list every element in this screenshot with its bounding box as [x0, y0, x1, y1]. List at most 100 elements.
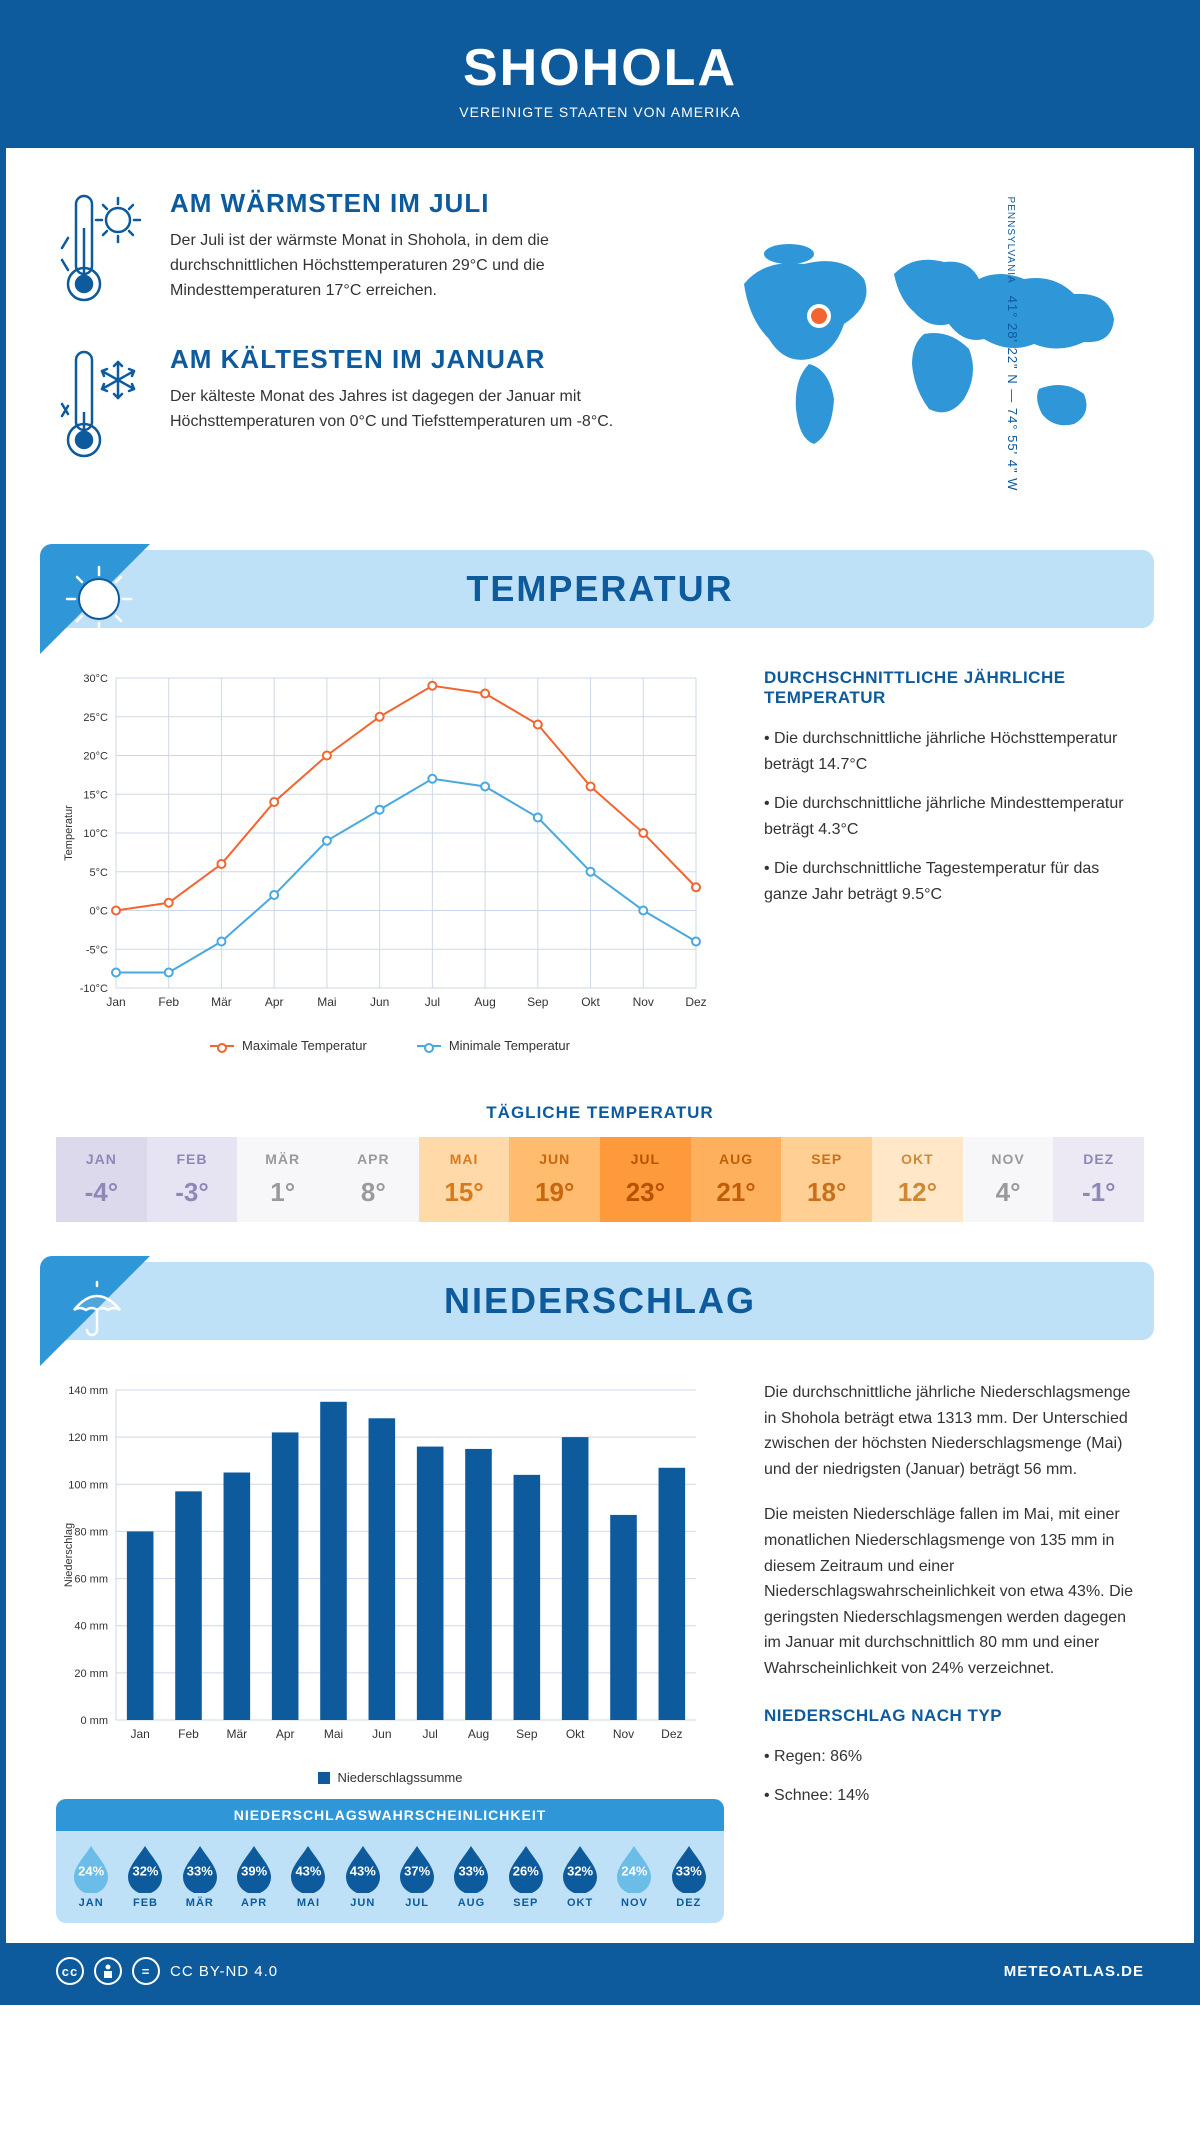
svg-text:Okt: Okt	[566, 1727, 585, 1741]
svg-text:60 mm: 60 mm	[74, 1574, 108, 1586]
prob-cell: 33%MÄR	[173, 1843, 227, 1909]
svg-text:Dez: Dez	[685, 995, 706, 1009]
svg-text:Jan: Jan	[106, 995, 125, 1009]
prob-title: NIEDERSCHLAGSWAHRSCHEINLICHKEIT	[56, 1799, 724, 1831]
svg-text:Temperatur: Temperatur	[63, 805, 75, 861]
prob-cell: 32%OKT	[553, 1843, 607, 1909]
svg-text:120 mm: 120 mm	[68, 1432, 108, 1444]
svg-text:-10°C: -10°C	[80, 983, 108, 995]
header: SHOHOLA VEREINIGTE STAATEN VON AMERIKA	[6, 6, 1194, 148]
license: cc = CC BY-ND 4.0	[56, 1957, 278, 1985]
sun-icon	[64, 564, 134, 634]
svg-text:Jul: Jul	[422, 1727, 437, 1741]
svg-text:Jun: Jun	[372, 1727, 391, 1741]
svg-text:Aug: Aug	[468, 1727, 489, 1741]
page-title: SHOHOLA	[6, 38, 1194, 98]
daily-temp-strip: JAN-4°FEB-3°MÄR1°APR8°MAI15°JUN19°JUL23°…	[56, 1137, 1144, 1222]
svg-text:Okt: Okt	[581, 995, 600, 1009]
fact-cold-text: Der kälteste Monat des Jahres ist dagege…	[170, 385, 664, 435]
svg-text:Niederschlag: Niederschlag	[63, 1523, 75, 1587]
precip-type-bullet: • Regen: 86%	[764, 1744, 1144, 1770]
svg-text:20 mm: 20 mm	[74, 1668, 108, 1680]
nd-icon: =	[132, 1957, 160, 1985]
temperature-chart: -10°C -5°C 0°C 5°C 10°C 15°C 20°C 25°C 30°C Jan Fe…	[56, 668, 724, 1053]
daily-temp-cell: MÄR1°	[237, 1137, 328, 1222]
section-precipitation: NIEDERSCHLAG	[46, 1262, 1154, 1340]
precip-text-1: Die durchschnittliche jährliche Niedersc…	[764, 1380, 1144, 1482]
temperature-legend: Maximale Temperatur Minimale Temperatur	[56, 1038, 724, 1053]
daily-temp-cell: MAI15°	[419, 1137, 510, 1222]
temp-bullet: • Die durchschnittliche jährliche Höchst…	[764, 726, 1144, 777]
fact-cold-title: AM KÄLTESTEN IM JANUAR	[170, 344, 664, 375]
temp-bullet: • Die durchschnittliche Tagestemperatur …	[764, 856, 1144, 907]
svg-text:10°C: 10°C	[83, 828, 108, 840]
daily-temp-title: TÄGLICHE TEMPERATUR	[6, 1103, 1194, 1123]
svg-text:-5°C: -5°C	[86, 944, 108, 956]
prob-cell: 33%AUG	[444, 1843, 498, 1909]
svg-text:Mär: Mär	[211, 995, 232, 1009]
svg-text:Nov: Nov	[613, 1727, 634, 1741]
fact-warm-text: Der Juli ist der wärmste Monat in Shohol…	[170, 229, 664, 303]
daily-temp-cell: FEB-3°	[147, 1137, 238, 1222]
daily-temp-cell: AUG21°	[691, 1137, 782, 1222]
svg-text:Feb: Feb	[158, 995, 179, 1009]
umbrella-icon	[64, 1276, 130, 1342]
fact-warm-title: AM WÄRMSTEN IM JULI	[170, 188, 664, 219]
prob-cell: 26%SEP	[499, 1843, 553, 1909]
prob-cell: 24%JAN	[64, 1843, 118, 1909]
svg-text:Jun: Jun	[370, 995, 389, 1009]
daily-temp-cell: JUL23°	[600, 1137, 691, 1222]
prob-cell: 39%APR	[227, 1843, 281, 1909]
prob-cell: 24%NOV	[607, 1843, 661, 1909]
svg-text:Aug: Aug	[474, 995, 495, 1009]
svg-text:80 mm: 80 mm	[74, 1526, 108, 1538]
daily-temp-cell: JUN19°	[509, 1137, 600, 1222]
legend-item: Maximale Temperatur	[210, 1038, 367, 1053]
svg-text:140 mm: 140 mm	[68, 1385, 108, 1397]
daily-temp-cell: DEZ-1°	[1053, 1137, 1144, 1222]
daily-temp-cell: JAN-4°	[56, 1137, 147, 1222]
temp-bullet: • Die durchschnittliche jährliche Mindes…	[764, 791, 1144, 842]
svg-text:Sep: Sep	[516, 1727, 538, 1741]
precip-type-bullet: • Schnee: 14%	[764, 1783, 1144, 1809]
by-icon	[94, 1957, 122, 1985]
footer: cc = CC BY-ND 4.0 METEOATLAS.DE	[6, 1943, 1194, 1999]
thermometer-sun-icon	[56, 188, 146, 308]
svg-text:0°C: 0°C	[90, 906, 109, 918]
world-map: PENNSYLVANIA41° 28' 22" N — 74° 55' 4" W	[704, 188, 1144, 500]
svg-text:Jul: Jul	[425, 995, 440, 1009]
prob-cell: 33%DEZ	[662, 1843, 716, 1909]
precip-type-title: NIEDERSCHLAG NACH TYP	[764, 1706, 1144, 1726]
svg-text:40 mm: 40 mm	[74, 1621, 108, 1633]
svg-text:Apr: Apr	[265, 995, 284, 1009]
svg-text:Apr: Apr	[276, 1727, 295, 1741]
prob-cell: 37%JUL	[390, 1843, 444, 1909]
temp-side-title: DURCHSCHNITTLICHE JÄHRLICHE TEMPERATUR	[764, 668, 1144, 708]
svg-text:Mai: Mai	[317, 995, 336, 1009]
site-name: METEOATLAS.DE	[1004, 1963, 1144, 1980]
precipitation-probability: NIEDERSCHLAGSWAHRSCHEINLICHKEIT 24%JAN32…	[56, 1799, 724, 1923]
legend-item: Minimale Temperatur	[417, 1038, 570, 1053]
svg-text:Mär: Mär	[226, 1727, 247, 1741]
precipitation-legend: Niederschlagssumme	[56, 1770, 724, 1785]
precipitation-chart: 0 mm20 mm40 mm60 mm80 mm100 mm120 mm140 …	[56, 1380, 716, 1760]
svg-text:20°C: 20°C	[83, 751, 108, 763]
svg-text:5°C: 5°C	[90, 867, 109, 879]
prob-cell: 43%JUN	[336, 1843, 390, 1909]
precip-text-2: Die meisten Niederschläge fallen im Mai,…	[764, 1502, 1144, 1681]
svg-text:100 mm: 100 mm	[68, 1479, 108, 1491]
daily-temp-cell: APR8°	[328, 1137, 419, 1222]
svg-text:30°C: 30°C	[83, 673, 108, 685]
svg-text:Sep: Sep	[527, 995, 549, 1009]
daily-temp-cell: SEP18°	[781, 1137, 872, 1222]
prob-cell: 32%FEB	[118, 1843, 172, 1909]
daily-temp-cell: OKT12°	[872, 1137, 963, 1222]
svg-text:25°C: 25°C	[83, 712, 108, 724]
svg-text:Nov: Nov	[633, 995, 654, 1009]
svg-text:Dez: Dez	[661, 1727, 682, 1741]
section-temperature: TEMPERATUR	[46, 550, 1154, 628]
cc-icon: cc	[56, 1957, 84, 1985]
thermometer-snow-icon	[56, 344, 146, 464]
coordinates: PENNSYLVANIA41° 28' 22" N — 74° 55' 4" W	[1005, 197, 1020, 492]
svg-text:15°C: 15°C	[83, 789, 108, 801]
